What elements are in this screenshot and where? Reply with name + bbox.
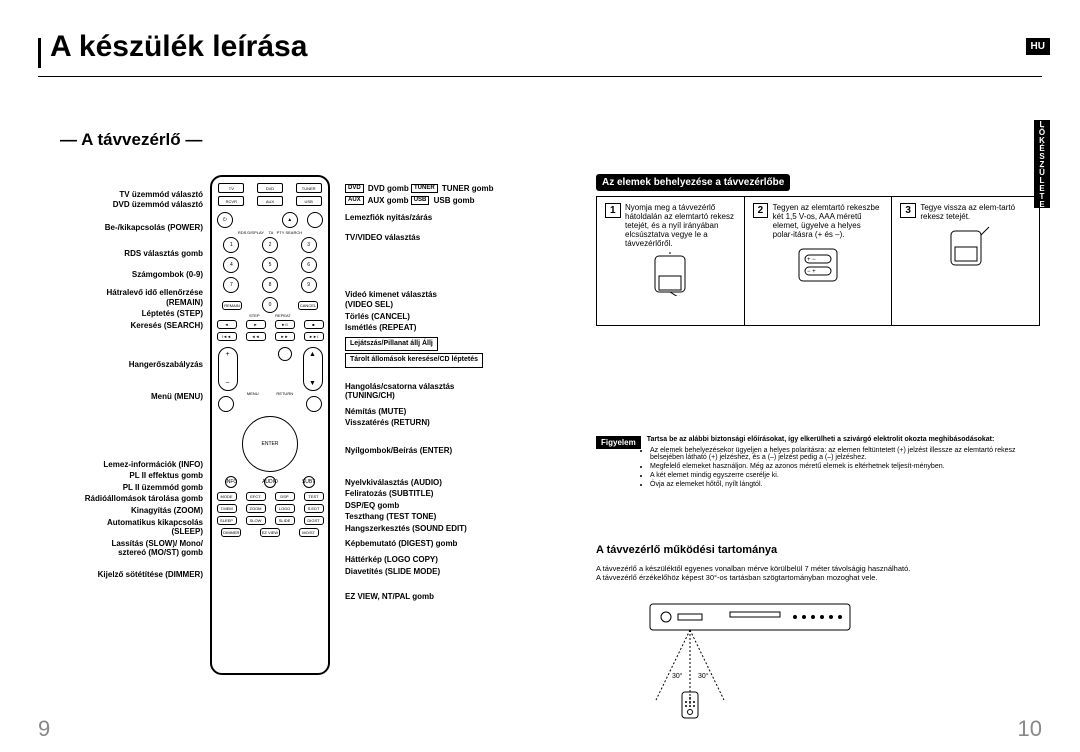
remote-label-right: Képbemutató (DIGEST) gomb [345, 539, 565, 549]
remote-label-right: Feliratozás (SUBTITLE) [345, 489, 565, 499]
remote-label-right: Törlés (CANCEL) [345, 312, 565, 322]
caution-block: Figyelem Tartsa be az alábbi biztonsági … [596, 436, 1040, 490]
remote-label-left: RDS választás gomb [38, 249, 203, 259]
remote-label-left: Automatikus kikapcsolás (SLEEP) [38, 518, 203, 537]
remote-label-right: Tárolt állomások keresése/CD léptetés [345, 353, 565, 367]
remote-label-right: Lemezfiók nyitás/zárás [345, 213, 565, 223]
remote-btn-mute [278, 347, 292, 361]
angle-left-label: 30° [672, 672, 683, 680]
caution-list: Az elemek behelyezésekor ügyeljen a hely… [650, 447, 1040, 488]
remote-labels-right: DVD DVD gomb TUNER TUNER gomb AUX AUX gom… [345, 184, 565, 602]
remote-label-right: Teszthang (TEST TONE) [345, 512, 565, 522]
section-subtitle: — A távvezérlő — [60, 130, 202, 150]
remote-label-left: Menü (MENU) [38, 392, 203, 402]
remote-label-right: Diavetítés (SLIDE MODE) [345, 567, 565, 577]
title-bar-accent [38, 38, 41, 68]
battery-step: 3Tegye vissza az elem-tartó rekesz tetej… [892, 197, 1039, 325]
caution-bullet: A két elemet mindig egyszerre cserélje k… [650, 472, 1040, 479]
remote-label-left: Számgombok (0-9) [38, 270, 203, 280]
remote-label-left: Be-/kikapcsolás (POWER) [38, 223, 203, 233]
remote-label-right: DVD DVD gomb TUNER TUNER gomb [345, 184, 565, 194]
page-title: A készülék leírása [50, 30, 307, 64]
remote-label-right: Hangszerkesztés (SOUND EDIT) [345, 524, 565, 534]
remote-btn-tuner: TUNER [296, 183, 322, 193]
remote-label-left: PL II effektus gomb [38, 471, 203, 481]
caution-badge: Figyelem [596, 436, 641, 449]
range-diagram: 30° 30° [620, 600, 880, 725]
remote-label-left: Lassítás (SLOW)/ Mono/ sztereó (MO/ST) g… [38, 539, 203, 558]
remote-label-left: Keresés (SEARCH) [38, 321, 203, 331]
remote-btn-tvvideo [307, 212, 323, 228]
remote-label-right: Némítás (MUTE) [345, 407, 565, 417]
remote-btn-open: ▲ [282, 212, 298, 228]
remote-label-left: TV üzemmód választó DVD üzemmód választó [38, 190, 203, 209]
caution-lead: Tartsa be az alábbi biztonsági előírások… [647, 436, 995, 443]
page-number-left: 9 [38, 716, 50, 742]
horizontal-rule [38, 76, 1042, 77]
remote-label-right: Ismétlés (REPEAT) [345, 323, 565, 333]
range-line1: A távvezérlő a készüléktől egyenes vonal… [596, 564, 1040, 573]
remote-label-left: Rádióállomások tárolása gomb [38, 494, 203, 504]
remote-label-right: Nyílgombok/Beírás (ENTER) [345, 446, 565, 456]
remote-label-left: Léptetés (STEP) [38, 309, 203, 319]
remote-label-left: Lemez-információk (INFO) [38, 460, 203, 470]
remote-label-right: Visszatérés (RETURN) [345, 418, 565, 428]
remote-label-left: PL II üzemmód gomb [38, 483, 203, 493]
battery-step: 2Tegyen az elemtartó rekeszbe két 1,5 V-… [745, 197, 893, 325]
battery-heading: Az elemek behelyezése a távvezérlőbe [596, 174, 790, 191]
battery-steps-box: 1Nyomja meg a távvezérlő hátoldalán az e… [596, 196, 1040, 326]
remote-btn-dvd: DVD [257, 183, 283, 193]
remote-tuning: ▲▼ [303, 347, 323, 391]
caution-bullet: Az elemek behelyezésekor ügyeljen a hely… [650, 447, 1040, 461]
page-number-right: 10 [1018, 716, 1042, 742]
remote-label-right: Nyelvkiválasztás (AUDIO) [345, 478, 565, 488]
battery-step: 1Nyomja meg a távvezérlő hátoldalán az e… [597, 197, 745, 325]
caution-bullet: Megfelelő elemeket használjon. Még az az… [650, 463, 1040, 470]
remote-label-left: Hangerőszabályzás [38, 360, 203, 370]
svg-text:+ −: + − [807, 257, 816, 263]
remote-label-right: Hangolás/csatorna választás (TUNING/CH) [345, 382, 565, 401]
remote-label-left: Hátralevő idő ellenőrzése (REMAIN) [38, 288, 203, 307]
remote-diagram: TV DVD TUNER RCVR AUX USB ⏻ ▲ RDS DISPLA… [210, 175, 330, 685]
range-line2: A távvezérlő érzékelőhöz képest 30°-os t… [596, 573, 1040, 582]
remote-dpad [242, 416, 298, 472]
angle-right-label: 30° [698, 672, 709, 680]
language-badge: HU [1026, 38, 1050, 55]
remote-label-right: TV/VIDEO választás [345, 233, 565, 243]
remote-volume: +− [218, 347, 238, 391]
remote-btn-receiver: RCVR [218, 196, 244, 206]
remote-label-left: Kinagyítás (ZOOM) [38, 506, 203, 516]
caution-bullet: Óvja az elemeket hőtől, nyílt lángtól. [650, 481, 1040, 488]
remote-label-right: Háttérkép (LOGO COPY) [345, 555, 565, 565]
range-text: A távvezérlő a készüléktől egyenes vonal… [596, 564, 1040, 582]
remote-btn-usb: USB [296, 196, 322, 206]
section-tab: ELŐKÉSZÜLETEK [1034, 120, 1050, 208]
remote-label-right: EZ VIEW, NT/PAL gomb [345, 592, 565, 602]
remote-label-left: Kijelző sötétítése (DIMMER) [38, 570, 203, 580]
remote-label-right: AUX AUX gomb USB USB gomb [345, 196, 565, 206]
remote-btn-aux: AUX [257, 196, 283, 206]
remote-label-right: DSP/EQ gomb [345, 501, 565, 511]
remote-btn-tv: TV [218, 183, 244, 193]
remote-labels-left: TV üzemmód választó DVD üzemmód választó… [38, 190, 203, 579]
remote-label-right: Lejátszás/Pillanat állj Állj [345, 337, 565, 351]
range-heading: A távvezérlő működési tartománya [596, 544, 777, 556]
remote-label-right: Videó kimenet választás (VIDEO SEL) [345, 290, 565, 309]
svg-text:− +: − + [807, 269, 816, 275]
remote-btn-power: ⏻ [217, 212, 233, 228]
